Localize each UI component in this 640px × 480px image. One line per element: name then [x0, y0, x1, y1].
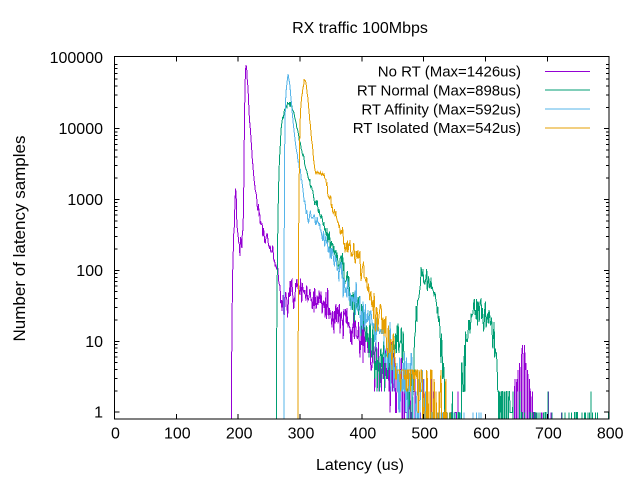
- svg-text:200: 200: [226, 426, 253, 443]
- svg-text:500: 500: [411, 426, 438, 443]
- svg-text:100: 100: [76, 263, 103, 280]
- svg-text:10000: 10000: [59, 121, 104, 138]
- svg-text:600: 600: [473, 426, 500, 443]
- svg-text:10: 10: [85, 334, 103, 351]
- svg-text:800: 800: [597, 426, 624, 443]
- svg-text:0: 0: [111, 426, 120, 443]
- svg-text:Latency (us): Latency (us): [316, 457, 404, 474]
- svg-text:1000: 1000: [67, 192, 103, 209]
- svg-text:No RT (Max=1426us): No RT (Max=1426us): [378, 64, 521, 81]
- svg-text:300: 300: [288, 426, 315, 443]
- svg-text:700: 700: [535, 426, 562, 443]
- svg-text:100000: 100000: [50, 50, 103, 67]
- svg-text:100: 100: [164, 426, 191, 443]
- svg-text:RX traffic 100Mbps: RX traffic 100Mbps: [292, 20, 428, 37]
- svg-text:Number of latency samples: Number of latency samples: [10, 136, 29, 342]
- svg-text:RT Normal (Max=898us): RT Normal (Max=898us): [357, 82, 521, 99]
- svg-text:RT Affinity (Max=592us): RT Affinity (Max=592us): [361, 101, 521, 118]
- svg-text:400: 400: [350, 426, 377, 443]
- svg-text:RT Isolated (Max=542us): RT Isolated (Max=542us): [353, 120, 521, 137]
- svg-text:1: 1: [94, 405, 103, 422]
